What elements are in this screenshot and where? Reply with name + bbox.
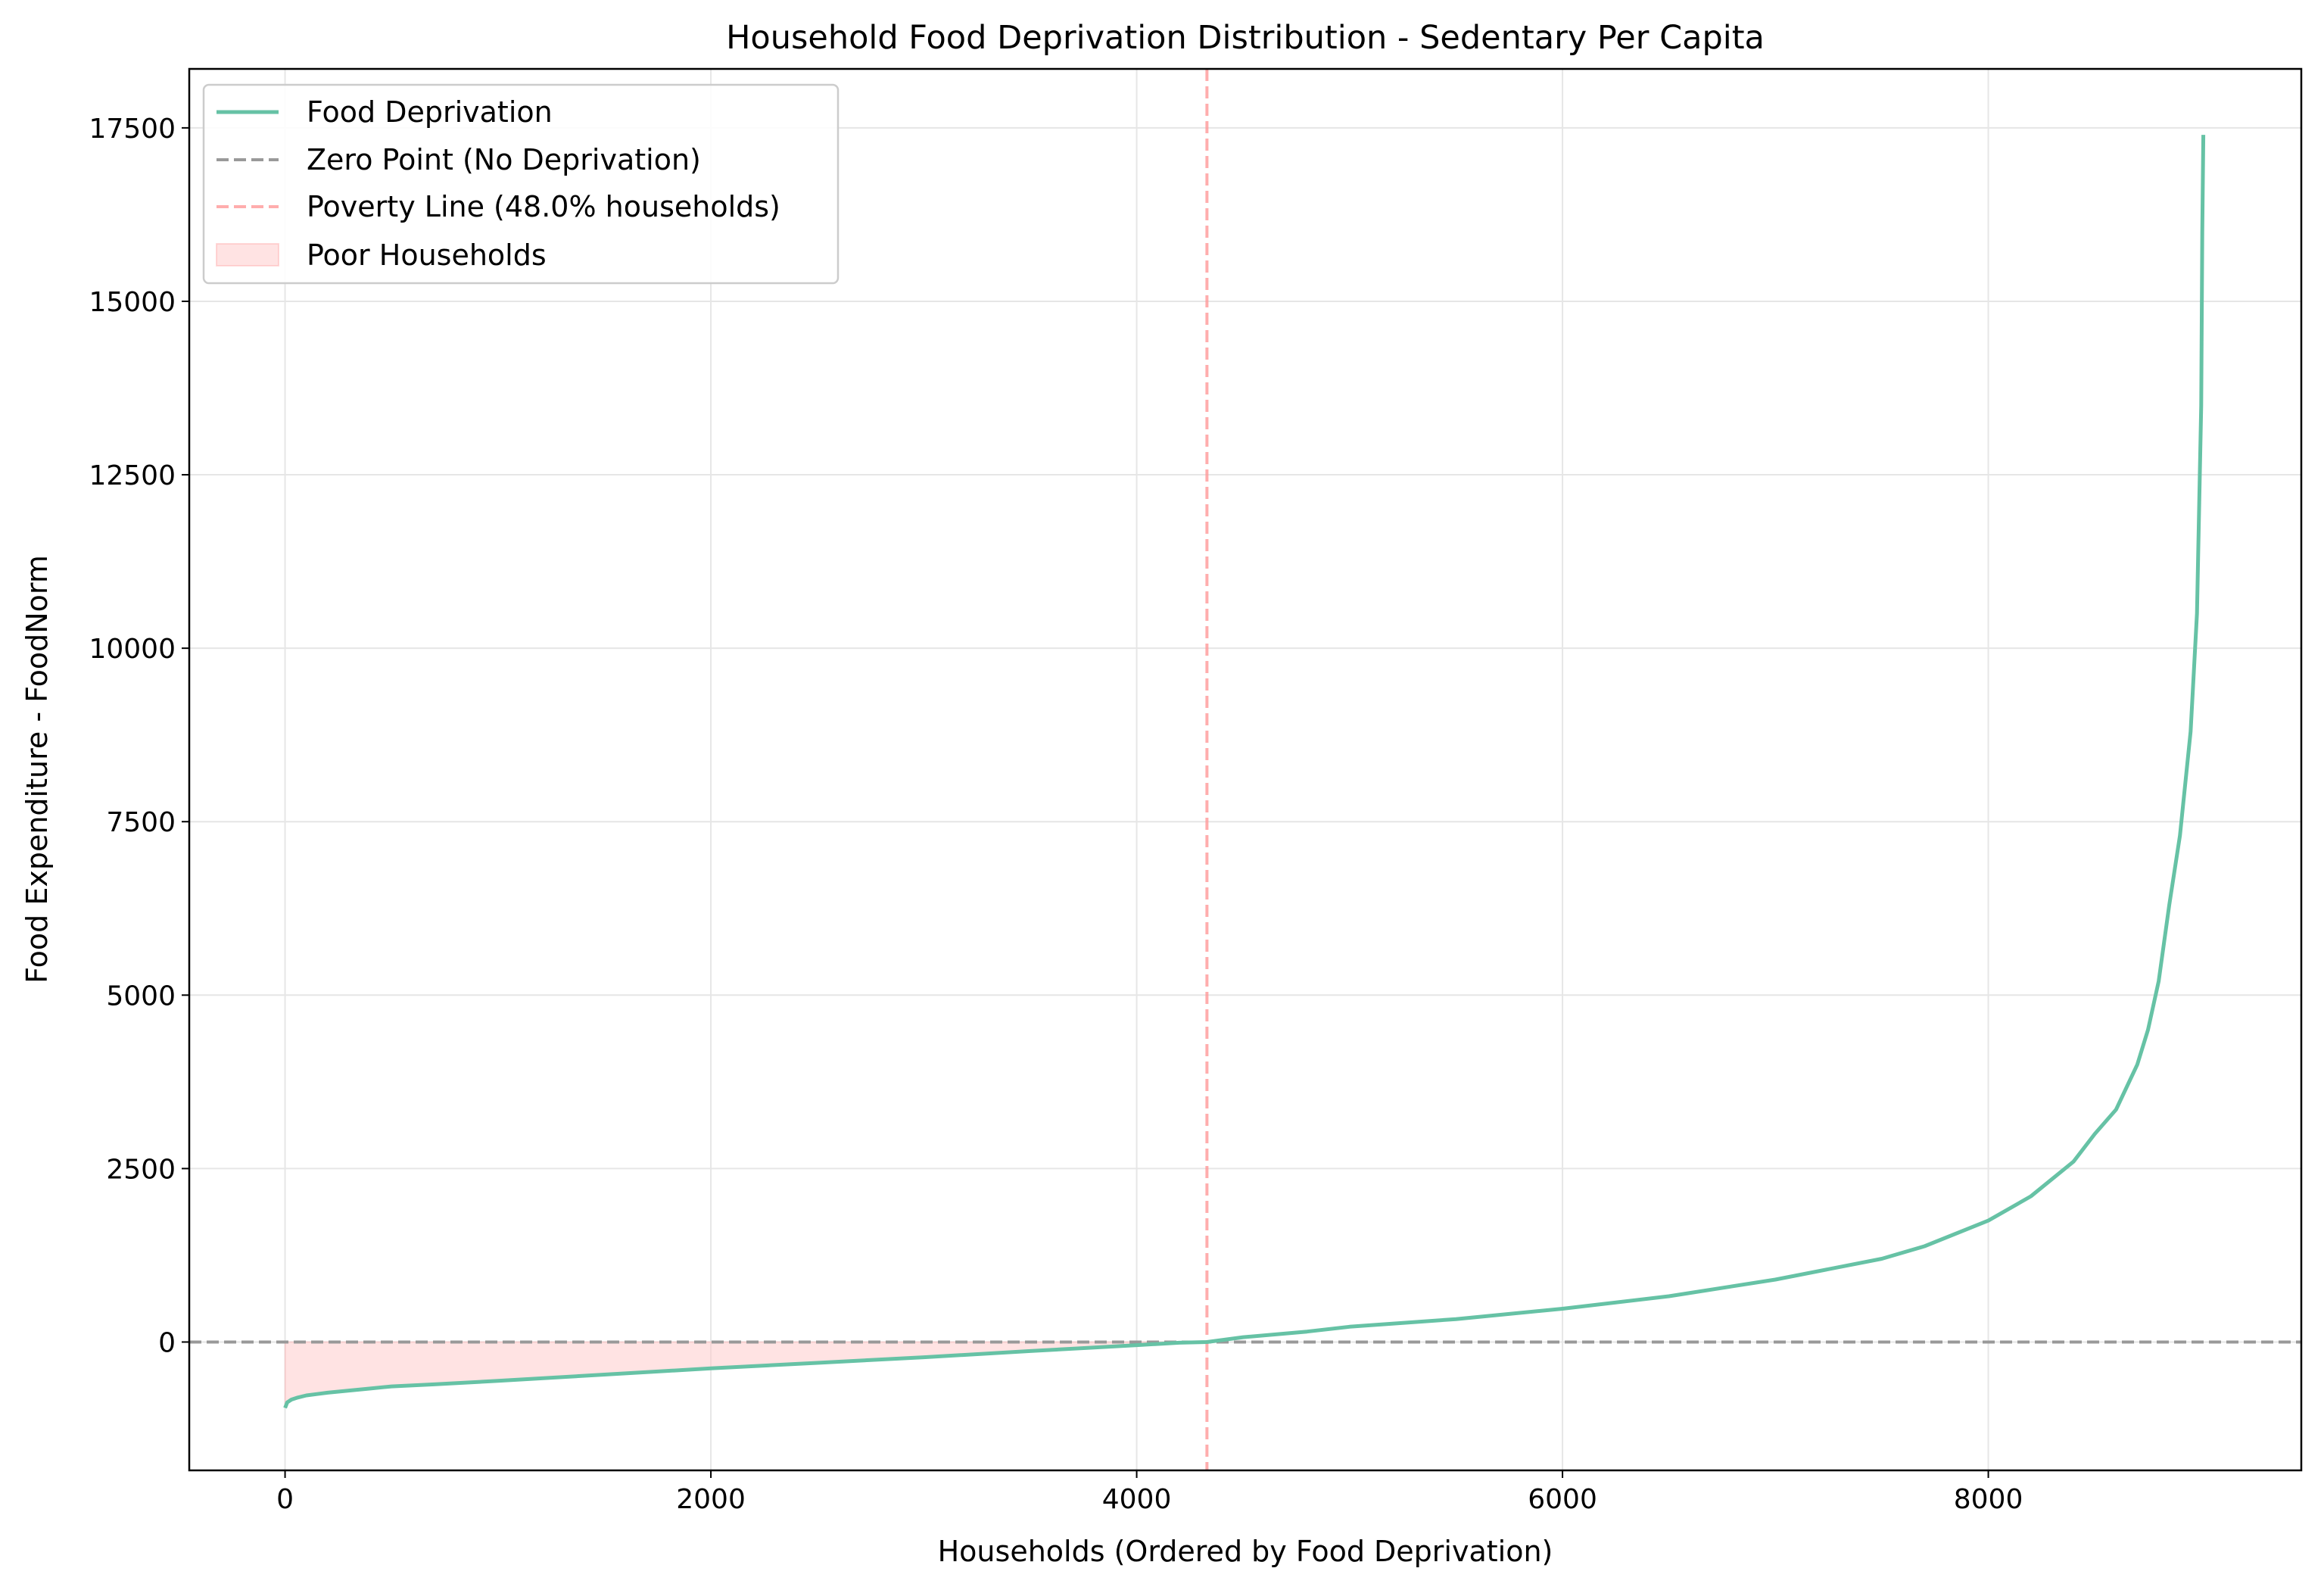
y-axis-label: Food Expenditure - FoodNorm (20, 555, 54, 984)
y-tick-label: 15000 (89, 287, 176, 318)
legend-label-poverty-line: Poverty Line (48.0% households) (307, 190, 780, 223)
chart-title: Household Food Deprivation Distribution … (726, 19, 1765, 57)
x-gridlines (284, 69, 1989, 1470)
x-axis-ticks: 0 2000 4000 6000 8000 (276, 1470, 2023, 1515)
legend-label-zero-point: Zero Point (No Deprivation) (307, 143, 701, 176)
food-deprivation-line (283, 135, 2206, 1409)
legend-label-food-deprivation: Food Deprivation (307, 95, 553, 129)
y-tick-label: 17500 (89, 114, 176, 145)
legend-frame (202, 83, 840, 285)
legend-swatch-poor-households (216, 243, 279, 267)
x-axis-label: Households (Ordered by Food Deprivation) (938, 1535, 1553, 1568)
y-tick-label: 7500 (106, 807, 176, 838)
y-tick-label: 5000 (106, 980, 176, 1012)
x-tick-label: 8000 (1954, 1484, 2023, 1515)
x-tick-label: 4000 (1102, 1484, 1172, 1515)
plot-frame (188, 67, 2303, 1472)
x-tick-label: 2000 (676, 1484, 746, 1515)
x-tick-label: 6000 (1528, 1484, 1597, 1515)
y-tick-label: 0 (158, 1327, 176, 1358)
y-tick-label: 12500 (89, 460, 176, 491)
legend: Food Deprivation Zero Point (No Deprivat… (202, 83, 840, 285)
y-axis-ticks: 0 2500 5000 7500 10000 12500 15000 17500 (89, 114, 189, 1358)
y-tick-label: 10000 (89, 634, 176, 665)
y-tick-label: 2500 (106, 1154, 176, 1185)
x-tick-label: 0 (276, 1484, 294, 1515)
legend-label-poor-households: Poor Households (307, 238, 547, 272)
